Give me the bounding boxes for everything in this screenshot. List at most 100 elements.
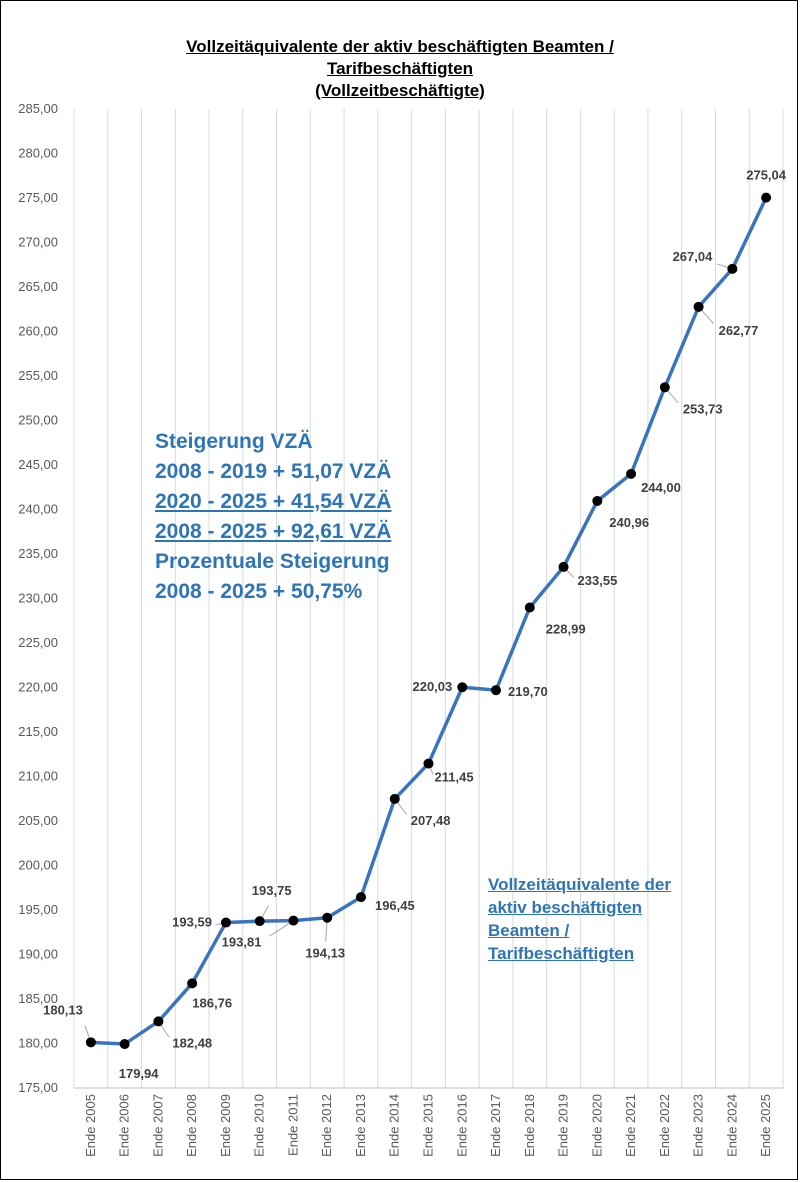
y-tick-label: 175,00 bbox=[18, 1080, 58, 1095]
y-tick-label: 220,00 bbox=[18, 680, 58, 695]
x-tick-label: Ende 2011 bbox=[285, 1094, 300, 1156]
data-point bbox=[592, 495, 603, 506]
data-label: 193,81 bbox=[222, 935, 262, 950]
data-point bbox=[220, 917, 231, 928]
growth-annotation: Steigerung VZÄ 2008 - 2019 + 51,07 VZÄ 2… bbox=[155, 427, 391, 607]
x-tick-label: Ende 2016 bbox=[454, 1094, 469, 1157]
y-tick-label: 230,00 bbox=[18, 591, 58, 606]
legend-line-2: aktiv beschäftigten bbox=[488, 898, 642, 917]
data-point bbox=[85, 1037, 96, 1048]
annotation-line-3: 2020 - 2025 + 41,54 VZÄ bbox=[155, 490, 392, 513]
data-point bbox=[659, 382, 670, 393]
data-label: 267,04 bbox=[673, 249, 714, 264]
y-tick-label: 180,00 bbox=[18, 1036, 58, 1051]
x-tick-label: Ende 2019 bbox=[556, 1094, 571, 1157]
y-tick-label: 205,00 bbox=[18, 813, 58, 828]
y-tick-label: 235,00 bbox=[18, 546, 58, 561]
y-tick-label: 200,00 bbox=[18, 858, 58, 873]
y-tick-label: 260,00 bbox=[18, 324, 58, 339]
data-point bbox=[491, 685, 502, 696]
x-tick-label: Ende 2025 bbox=[758, 1094, 773, 1157]
x-tick-label: Ende 2023 bbox=[691, 1094, 706, 1157]
annotation-line-5: Prozentuale Steigerung bbox=[155, 550, 390, 573]
y-tick-label: 185,00 bbox=[18, 991, 58, 1006]
y-tick-label: 265,00 bbox=[18, 279, 58, 294]
x-tick-label: Ende 2009 bbox=[218, 1094, 233, 1157]
chart-title-line-3: (Vollzeitbeschäftigte) bbox=[315, 81, 485, 100]
data-label: 211,45 bbox=[435, 770, 474, 785]
annotation-line-6: 2008 - 2025 + 50,75% bbox=[155, 580, 363, 603]
data-point bbox=[457, 682, 468, 693]
data-label: 194,13 bbox=[305, 946, 345, 961]
data-label: 182,48 bbox=[172, 1035, 212, 1050]
data-label: 207,48 bbox=[411, 813, 451, 828]
annotation-line-2: 2008 - 2019 + 51,07 VZÄ bbox=[155, 460, 392, 483]
data-point bbox=[119, 1039, 130, 1050]
data-label: 219,70 bbox=[508, 684, 548, 699]
data-label: 179,94 bbox=[119, 1066, 160, 1081]
data-point bbox=[727, 263, 738, 274]
data-point bbox=[254, 916, 265, 927]
data-label: 220,03 bbox=[412, 679, 452, 694]
data-label: 240,96 bbox=[609, 515, 649, 530]
y-tick-label: 195,00 bbox=[18, 902, 58, 917]
y-tick-label: 240,00 bbox=[18, 502, 58, 517]
data-point bbox=[423, 758, 434, 769]
data-point bbox=[558, 561, 569, 572]
legend-line-1: Vollzeitäquivalente der bbox=[488, 875, 671, 894]
data-point bbox=[153, 1016, 164, 1027]
y-tick-label: 280,00 bbox=[18, 146, 58, 161]
y-tick-label: 225,00 bbox=[18, 635, 58, 650]
chart-title-line-2: Tarifbeschäftigten bbox=[326, 59, 474, 78]
data-label: 244,00 bbox=[641, 480, 681, 495]
y-tick-label: 245,00 bbox=[18, 457, 58, 472]
data-point bbox=[288, 915, 299, 926]
x-tick-label: Ende 2018 bbox=[522, 1094, 537, 1157]
y-tick-label: 285,00 bbox=[18, 101, 58, 116]
x-tick-label: Ende 2013 bbox=[353, 1094, 368, 1157]
data-label: 262,77 bbox=[719, 323, 759, 338]
data-point bbox=[524, 602, 535, 613]
data-point bbox=[626, 468, 637, 479]
x-tick-label: Ende 2017 bbox=[488, 1094, 503, 1157]
x-tick-label: Ende 2012 bbox=[319, 1094, 334, 1157]
legend: Vollzeitäquivalente der aktiv beschäftig… bbox=[488, 873, 671, 965]
data-point bbox=[693, 301, 704, 312]
data-point bbox=[389, 793, 400, 804]
y-tick-label: 215,00 bbox=[18, 724, 58, 739]
y-tick-label: 270,00 bbox=[18, 235, 58, 250]
data-label: 193,59 bbox=[172, 915, 212, 930]
legend-line-3: Beamten / bbox=[488, 921, 570, 940]
y-tick-label: 190,00 bbox=[18, 947, 58, 962]
y-tick-label: 255,00 bbox=[18, 368, 58, 383]
x-tick-label: Ende 2024 bbox=[724, 1094, 739, 1157]
x-tick-label: Ende 2022 bbox=[657, 1094, 672, 1157]
data-label: 228,99 bbox=[546, 621, 586, 636]
annotation-line-4: 2008 - 2025 + 92,61 VZÄ bbox=[155, 520, 392, 543]
x-tick-label: Ende 2008 bbox=[184, 1094, 199, 1157]
data-label: 186,76 bbox=[192, 995, 232, 1010]
x-tick-label: Ende 2014 bbox=[387, 1094, 402, 1157]
x-tick-label: Ende 2005 bbox=[83, 1094, 98, 1157]
annotation-line-1: Steigerung VZÄ bbox=[155, 430, 313, 453]
data-label: 275,04 bbox=[746, 168, 787, 183]
x-tick-label: Ende 2020 bbox=[589, 1094, 604, 1157]
data-label: 196,45 bbox=[375, 898, 415, 913]
data-label: 233,55 bbox=[578, 573, 618, 588]
data-point bbox=[322, 912, 333, 923]
chart-title: Vollzeitäquivalente der aktiv beschäftig… bbox=[80, 36, 720, 102]
y-tick-label: 210,00 bbox=[18, 769, 58, 784]
y-tick-label: 275,00 bbox=[18, 190, 58, 205]
data-label: 253,73 bbox=[683, 401, 723, 416]
legend-line-4: Tarifbeschäftigten bbox=[488, 944, 635, 963]
x-tick-label: Ende 2006 bbox=[117, 1094, 132, 1157]
y-tick-label: 250,00 bbox=[18, 413, 58, 428]
data-point bbox=[761, 192, 772, 203]
chart-title-line-1: Vollzeitäquivalente der aktiv beschäftig… bbox=[186, 37, 614, 56]
data-label: 180,13 bbox=[43, 1002, 83, 1017]
x-tick-label: Ende 2015 bbox=[421, 1094, 436, 1157]
x-tick-label: Ende 2021 bbox=[623, 1094, 638, 1157]
x-tick-label: Ende 2010 bbox=[252, 1094, 267, 1157]
